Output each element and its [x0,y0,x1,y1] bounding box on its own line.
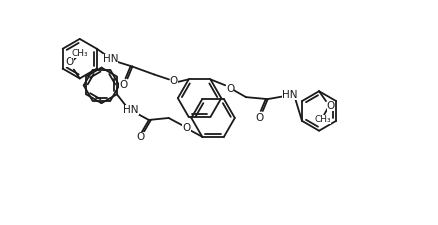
Text: O: O [255,113,263,123]
Text: O: O [137,132,145,142]
Text: O: O [182,123,190,133]
Text: O: O [326,101,334,111]
Text: O: O [66,57,74,67]
Text: HN: HN [281,90,297,100]
Text: CH₃: CH₃ [71,49,88,58]
Text: CH₃: CH₃ [314,115,331,124]
Text: HN: HN [123,105,138,115]
Text: HN: HN [102,54,118,64]
Text: O: O [226,84,234,94]
Text: O: O [170,76,178,86]
Text: O: O [119,80,127,90]
